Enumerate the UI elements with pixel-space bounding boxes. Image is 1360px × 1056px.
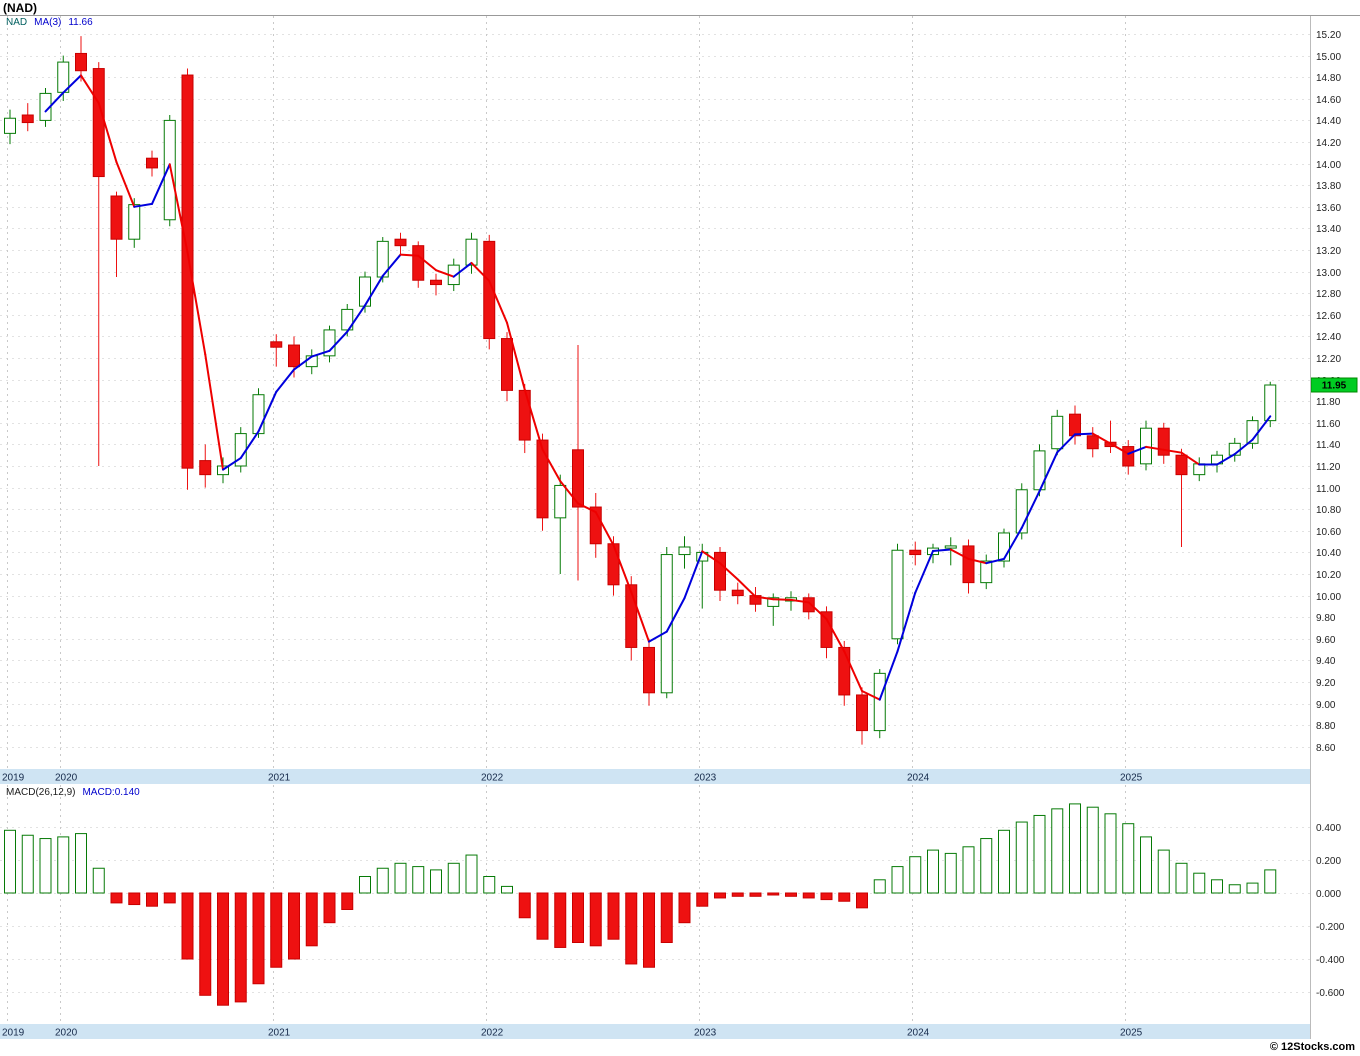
svg-text:2021: 2021 [268, 773, 291, 784]
svg-text:14.00: 14.00 [1316, 160, 1341, 171]
svg-text:2023: 2023 [694, 1028, 717, 1039]
svg-text:0.400: 0.400 [1316, 823, 1341, 834]
svg-text:12.80: 12.80 [1316, 289, 1341, 300]
svg-text:8.60: 8.60 [1316, 743, 1336, 754]
svg-text:11.60: 11.60 [1316, 419, 1341, 430]
svg-text:10.80: 10.80 [1316, 505, 1341, 516]
svg-text:11.20: 11.20 [1316, 462, 1341, 473]
svg-text:9.20: 9.20 [1316, 678, 1336, 689]
svg-text:9.80: 9.80 [1316, 613, 1336, 624]
svg-text:11.00: 11.00 [1316, 484, 1341, 495]
svg-text:15.00: 15.00 [1316, 52, 1341, 63]
svg-text:14.80: 14.80 [1316, 73, 1341, 84]
price-legend: NAD MA(3) 11.66 [6, 17, 100, 28]
svg-text:11.95: 11.95 [1322, 381, 1347, 392]
macd-legend: MACD(26,12,9) MACD:0.140 [6, 787, 147, 798]
svg-text:2019: 2019 [2, 1028, 25, 1039]
svg-text:-0.200: -0.200 [1316, 922, 1345, 933]
copyright-watermark: © 12Stocks.com [1269, 1041, 1355, 1053]
svg-text:2024: 2024 [907, 773, 930, 784]
svg-text:14.20: 14.20 [1316, 138, 1341, 149]
svg-text:9.00: 9.00 [1316, 700, 1336, 711]
legend-ma-value: 11.66 [68, 17, 93, 28]
year-axis-strips: 2019 2019 2020 2020 2021 2021 2022 2022 2023 2023… [0, 769, 1310, 1039]
svg-text:14.40: 14.40 [1316, 116, 1341, 127]
legend-ma-label: MA(3) [34, 17, 62, 28]
svg-text:12.40: 12.40 [1316, 332, 1341, 343]
svg-text:2019: 2019 [2, 773, 25, 784]
svg-text:2023: 2023 [694, 773, 717, 784]
svg-text:9.40: 9.40 [1316, 656, 1336, 667]
macd-indicator-name: MACD(26,12,9) [6, 787, 76, 798]
svg-text:13.40: 13.40 [1316, 224, 1341, 235]
chart-title: (NAD) [3, 1, 37, 15]
svg-text:13.00: 13.00 [1316, 268, 1341, 279]
svg-text:-0.600: -0.600 [1316, 988, 1345, 999]
svg-text:10.00: 10.00 [1316, 592, 1341, 603]
svg-text:0.000: 0.000 [1316, 889, 1341, 900]
svg-text:11.80: 11.80 [1316, 397, 1341, 408]
svg-text:2022: 2022 [481, 773, 504, 784]
svg-text:2021: 2021 [268, 1028, 291, 1039]
svg-text:14.60: 14.60 [1316, 95, 1341, 106]
svg-text:2020: 2020 [55, 773, 78, 784]
macd-axis-labels: 0.400 0.200 0.000 -0.200 -0.400 -0.600 [1316, 823, 1345, 999]
chart-frame [0, 15, 1360, 1039]
svg-text:13.60: 13.60 [1316, 203, 1341, 214]
svg-text:13.20: 13.20 [1316, 246, 1341, 257]
svg-text:10.60: 10.60 [1316, 527, 1341, 538]
svg-text:13.80: 13.80 [1316, 181, 1341, 192]
svg-text:2025: 2025 [1120, 1028, 1143, 1039]
svg-text:11.40: 11.40 [1316, 440, 1341, 451]
svg-text:-0.400: -0.400 [1316, 955, 1345, 966]
current-price-badge: 11.95 [1310, 377, 1358, 393]
macd-bars-group [4, 803, 1277, 1006]
svg-text:9.60: 9.60 [1316, 635, 1336, 646]
legend-symbol: NAD [6, 17, 28, 28]
svg-text:10.40: 10.40 [1316, 548, 1341, 559]
svg-text:2025: 2025 [1120, 773, 1143, 784]
svg-text:12.60: 12.60 [1316, 311, 1341, 322]
macd-indicator-value: MACD:0.140 [82, 787, 140, 798]
svg-text:10.20: 10.20 [1316, 570, 1341, 581]
svg-text:12.20: 12.20 [1316, 354, 1341, 365]
svg-text:2024: 2024 [907, 1028, 930, 1039]
candles-group [4, 36, 1277, 745]
svg-text:15.20: 15.20 [1316, 30, 1341, 41]
svg-text:0.200: 0.200 [1316, 856, 1341, 867]
ma-line-group [44, 74, 1272, 701]
svg-text:8.80: 8.80 [1316, 721, 1336, 732]
svg-text:2022: 2022 [481, 1028, 504, 1039]
svg-text:2020: 2020 [55, 1028, 78, 1039]
